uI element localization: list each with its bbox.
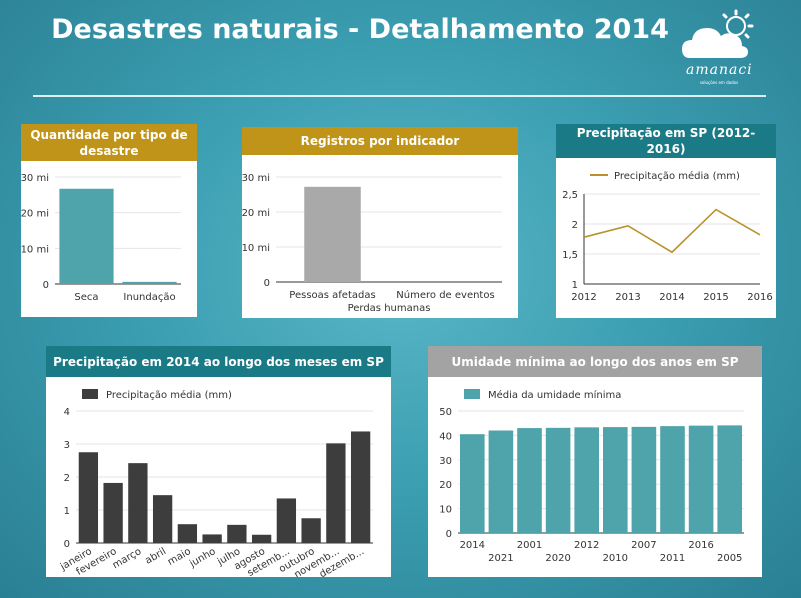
x-tick-label: 2016	[688, 540, 713, 551]
bar	[460, 434, 485, 533]
y-tick-label: 30 mi	[242, 173, 270, 184]
x-tick-label: Número de eventos	[396, 289, 494, 301]
cloud-logo-icon	[682, 9, 754, 58]
x-tick-label: abril	[143, 546, 168, 567]
chart-card-disaster-types: Quantidade por tipo de desastre 0 10 mi 20…	[21, 124, 197, 317]
legend-swatch	[464, 389, 480, 399]
y-tick-label: 10 mi	[21, 244, 49, 255]
chart-title: Precipitação em SP (2012-2016)	[556, 124, 776, 158]
chart-card-indicators: Registros por indicador 0 10 mi 20 mi 30 mi…	[242, 127, 518, 318]
y-tick-label: 0	[446, 529, 452, 540]
y-tick-label: 40	[439, 431, 452, 442]
bar	[276, 498, 297, 543]
bar	[326, 443, 346, 543]
chart-title: Umidade mínima ao longo dos anos em SP	[428, 346, 762, 377]
x-tick-label: 2011	[660, 553, 685, 564]
page-title: Desastres naturais - Detalhamento 2014	[51, 14, 669, 45]
bar	[202, 534, 222, 543]
legend-label: Média da umidade mínima	[488, 389, 621, 401]
chart-card-humidity: Umidade mínima ao longo dos anos em SP 0…	[428, 346, 762, 577]
bar	[304, 186, 361, 282]
series-line	[583, 208, 761, 254]
logo-tagline: soluções em dados	[699, 80, 739, 85]
x-tick-label: março	[111, 546, 144, 571]
y-tick-label: 20	[439, 480, 452, 491]
bar	[545, 427, 571, 533]
bar	[660, 426, 685, 533]
y-tick-label: 3	[64, 440, 70, 451]
bar	[717, 425, 742, 533]
chart-card-precip-sp: Precipitação em SP (2012-2016) 1 1,5 2 2,5 P…	[556, 124, 776, 318]
bar	[128, 463, 148, 543]
x-tick-label: maio	[166, 546, 193, 568]
bar	[122, 281, 177, 284]
y-tick-label: 1,5	[562, 250, 578, 261]
x-tick-label: 2010	[603, 553, 628, 564]
x-tick-label: Inundação	[123, 292, 175, 303]
x-tick-label: 2021	[488, 553, 513, 564]
y-tick-label: 2	[64, 473, 70, 484]
chart-disaster-types: 0 10 mi 20 mi 30 mi Seca Inundação	[21, 173, 181, 303]
y-tick-label: 10 mi	[242, 243, 270, 254]
y-tick-label: 1	[64, 506, 70, 517]
chart-title: Precipitação em 2014 ao longo dos meses …	[46, 346, 391, 377]
x-tick-label: 2005	[717, 553, 742, 564]
bar	[227, 524, 247, 543]
x-tick-label: 2001	[517, 540, 542, 551]
x-tick-label: 2014	[659, 292, 684, 303]
y-tick-label: 20 mi	[21, 209, 49, 220]
legend-label: Precipitação média (mm)	[106, 389, 232, 401]
title-divider	[33, 95, 766, 97]
bar	[603, 427, 628, 533]
y-tick-label: 10	[439, 505, 452, 516]
bar	[152, 495, 173, 543]
chart-precip-sp: 1 1,5 2 2,5 Precipitação média (mm) 2012 2013 2…	[562, 170, 773, 303]
x-axis-label: Perdas humanas	[348, 303, 431, 314]
y-tick-label: 0	[43, 280, 49, 291]
bar	[688, 425, 714, 533]
bar	[631, 426, 657, 533]
x-tick-label: 2013	[615, 292, 640, 303]
legend-swatch	[82, 389, 98, 399]
x-tick-label: 2020	[545, 553, 570, 564]
y-tick-label: 30 mi	[21, 173, 49, 184]
x-tick-label: junho	[187, 546, 218, 570]
bar	[574, 427, 599, 533]
bar	[301, 518, 321, 543]
bar	[488, 430, 514, 533]
x-tick-label: 2015	[703, 292, 728, 303]
bar	[251, 534, 272, 543]
x-tick-label: 2007	[631, 540, 656, 551]
chart-indicators: 0 10 mi 20 mi 30 mi Pessoas afetadas Número d…	[242, 173, 502, 314]
x-tick-label: 2012	[571, 292, 596, 303]
y-tick-label: 20 mi	[242, 208, 270, 219]
y-tick-label: 2,5	[562, 190, 578, 201]
y-tick-label: 0	[264, 278, 270, 289]
y-tick-label: 4	[64, 407, 70, 418]
chart-card-precip-months: Precipitação em 2014 ao longo dos meses …	[46, 346, 391, 577]
logo-wordmark: amanaci	[686, 62, 753, 78]
bar	[103, 482, 123, 543]
y-tick-label: 0	[64, 539, 70, 550]
legend-label: Precipitação média (mm)	[614, 170, 740, 182]
bar	[78, 452, 99, 543]
y-tick-label: 50	[439, 407, 452, 418]
y-tick-label: 30	[439, 456, 452, 467]
y-tick-label: 1	[572, 280, 578, 291]
x-tick-label: 2014	[460, 540, 485, 551]
bar	[350, 431, 371, 543]
x-tick-label: 2012	[574, 540, 599, 551]
bar	[177, 524, 198, 543]
x-tick-label: 2016	[747, 292, 772, 303]
bar	[517, 428, 542, 533]
x-tick-label: Pessoas afetadas	[289, 290, 375, 301]
bar	[59, 188, 114, 284]
x-tick-label: Seca	[74, 292, 98, 303]
chart-title: Registros por indicador	[242, 127, 518, 155]
y-tick-label: 2	[572, 220, 578, 231]
chart-title: Quantidade por tipo de desastre	[21, 124, 197, 161]
